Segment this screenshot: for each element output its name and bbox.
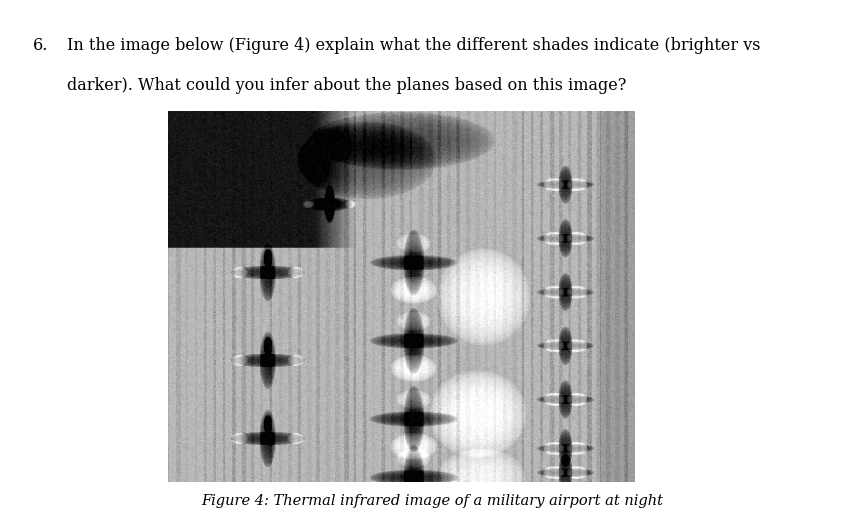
Text: Figure 4: Thermal infrared image of a military airport at night: Figure 4: Thermal infrared image of a mi… bbox=[201, 494, 663, 508]
Text: 6.: 6. bbox=[33, 37, 48, 54]
Text: darker). What could you infer about the planes based on this image?: darker). What could you infer about the … bbox=[67, 77, 626, 94]
Text: In the image below (Figure 4) explain what the different shades indicate (bright: In the image below (Figure 4) explain wh… bbox=[67, 37, 761, 54]
